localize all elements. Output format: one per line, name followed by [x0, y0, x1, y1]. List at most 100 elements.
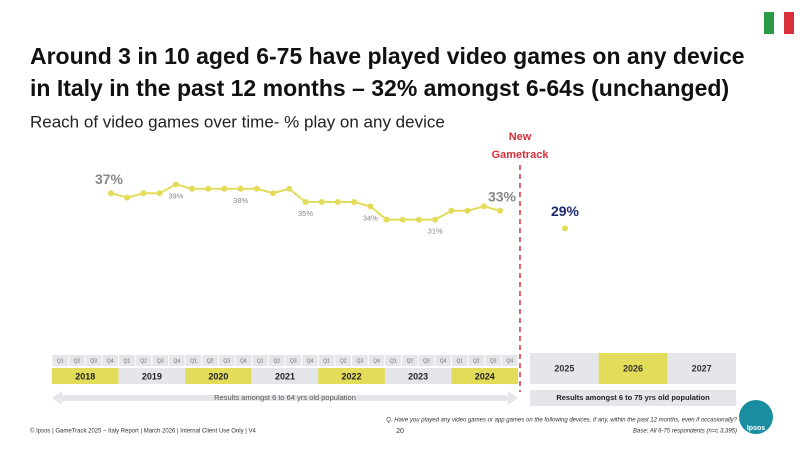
quarter-box [468, 355, 485, 366]
point [367, 203, 374, 210]
flag-white [774, 12, 784, 34]
point [302, 199, 309, 205]
base: Base: All 6-75 respondents (n=c.3,395) [633, 429, 737, 435]
quarter-box [485, 355, 501, 366]
value-label: 35% [298, 209, 313, 218]
quarter-label: Q3 [357, 358, 364, 364]
quarter-box [285, 355, 302, 366]
quarter-label: Q1 [190, 358, 197, 364]
quarter-box [252, 355, 268, 366]
quarter-box [451, 355, 468, 366]
quarter-label: Q3 [90, 358, 97, 364]
quarter-label: Q3 [423, 358, 430, 364]
year-label: 2026 [623, 363, 643, 373]
point [562, 225, 568, 232]
point [480, 203, 487, 210]
year-box [598, 353, 668, 384]
quarter-box [135, 355, 152, 366]
quarter-label: Q4 [240, 358, 247, 364]
quarter-label: Q1 [390, 358, 397, 364]
quarter-label: Q1 [323, 358, 330, 364]
quarter-box [69, 355, 85, 366]
question: Q. Have you played any video games or ap… [386, 418, 737, 424]
population-label: Results amongst 6 to 64 yrs old populati… [214, 393, 356, 402]
quarter-label: Q2 [140, 358, 147, 364]
flag-red [784, 12, 794, 34]
point [497, 207, 503, 214]
population-label: Results amongst 6 to 75 yrs old populati… [556, 393, 710, 402]
quarter-label: Q1 [124, 358, 131, 364]
value-label: 34% [363, 213, 378, 222]
page-number: 20 [396, 428, 404, 435]
quarter-box [352, 355, 368, 366]
year-box [185, 368, 252, 384]
year-box [384, 368, 452, 384]
year-box [530, 353, 599, 384]
quarter-label: Q1 [456, 358, 463, 364]
quarter-box [202, 355, 218, 366]
quarter-box [85, 355, 102, 366]
point [124, 194, 131, 201]
point [318, 199, 325, 205]
year-box [52, 368, 119, 384]
quarter-label: Q2 [340, 358, 347, 364]
quarter-box [102, 355, 119, 366]
quarter-box [418, 355, 435, 366]
quarter-box [335, 355, 352, 366]
value-label: 38% [233, 196, 248, 205]
year-label: 2023 [408, 371, 428, 381]
point [399, 216, 406, 223]
year-label: 2027 [692, 363, 712, 373]
quarter-box [385, 355, 401, 366]
year-label: 2018 [75, 371, 95, 381]
quarter-box [235, 355, 252, 366]
year-box [451, 368, 518, 384]
point [448, 207, 455, 214]
subtitle: Reach of video games over time- % play o… [30, 112, 445, 131]
year-box [251, 368, 319, 384]
quarter-box [302, 355, 318, 366]
quarter-box [152, 355, 168, 366]
point [140, 190, 147, 197]
value-label: 29% [551, 203, 580, 219]
year-label: 2020 [208, 371, 228, 381]
quarter-label: Q1 [57, 358, 64, 364]
year-label: 2019 [142, 371, 162, 381]
quarter-box [52, 355, 69, 366]
title-line: Around 3 in 10 aged 6-75 have played vid… [30, 43, 745, 69]
point [156, 190, 163, 197]
quarter-label: Q4 [506, 358, 513, 364]
logo-text: Ipsos [747, 425, 765, 432]
quarter-label: Q2 [74, 358, 81, 364]
year-box [318, 368, 385, 384]
quarter-box [119, 355, 135, 366]
footer-left: © Ipsos | GameTrack 2025 – Italy Report … [30, 428, 257, 435]
quarter-label: Q3 [490, 358, 497, 364]
logo [739, 400, 773, 434]
quarter-label: Q3 [223, 358, 230, 364]
quarter-label: Q4 [440, 358, 447, 364]
year-label: 2022 [342, 371, 362, 381]
quarter-label: Q4 [307, 358, 314, 364]
quarter-label: Q2 [473, 358, 480, 364]
value-label: 33% [488, 189, 517, 205]
point [464, 207, 471, 214]
quarter-box [268, 355, 285, 366]
title-line: in Italy in the past 12 months – 32% amo… [30, 75, 729, 101]
quarter-box [501, 355, 518, 366]
value-label: 31% [428, 227, 443, 236]
quarter-box [218, 355, 235, 366]
point [383, 216, 390, 223]
divider-label: Gametrack [492, 149, 550, 161]
point [172, 181, 179, 188]
year-label: 2025 [554, 363, 574, 373]
arrow [52, 391, 518, 405]
quarter-label: Q3 [290, 358, 297, 364]
quarter-label: Q1 [257, 358, 264, 364]
quarter-label: Q4 [173, 358, 180, 364]
point [108, 190, 114, 197]
quarter-box [169, 355, 185, 366]
point [286, 185, 293, 192]
flag-green [764, 12, 774, 34]
